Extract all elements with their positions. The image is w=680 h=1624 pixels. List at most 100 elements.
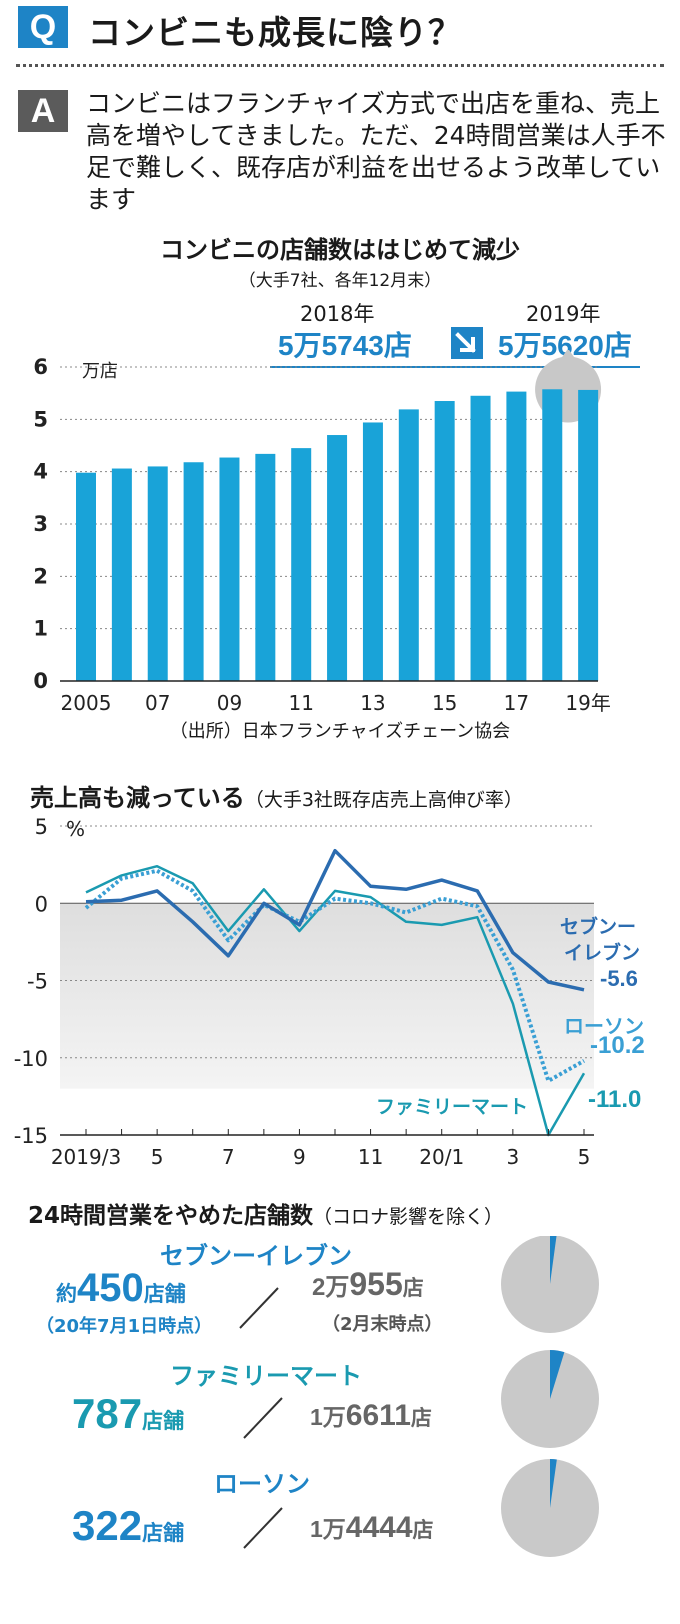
nonstop-pie-charts [501,1236,599,1557]
lawson-total: 1万4444店 [310,1510,434,1545]
y-tick-label: -15 [14,1124,48,1148]
store-y-unit: 万店 [82,361,118,382]
sales-chart-title: 売上高も減っている [30,784,245,812]
pie-slice [550,1350,565,1399]
familymart-total-rest: 6611 [345,1399,411,1432]
bar [434,401,455,681]
y-tick-label: 4 [33,460,48,484]
y-tick-label: -10 [14,1047,48,1071]
store-chart-source: （出所）日本フランチャイズチェーン協会 [169,721,511,742]
callout-2019-year: 2019年 [526,302,601,326]
x-tick-label: 13 [360,691,385,715]
x-tick-label: 5 [578,1145,591,1169]
nonstop-subtitle: （コロナ影響を除く） [313,1206,504,1228]
y-tick-label: 1 [33,617,48,641]
nonstop-heading: 24時間営業をやめた店舗数（コロナ影響を除く） [28,1196,503,1230]
bar [327,435,348,681]
lawson-count-value: 322 [72,1502,143,1549]
series-line [84,868,585,1083]
y-tick-label: 5 [35,815,48,839]
y-tick-label: 0 [35,892,48,916]
x-tick-label: 2019/3 [51,1145,121,1169]
bar [398,409,419,681]
seven-eleven-total-note: （2月末時点） [322,1314,443,1335]
seven-eleven-unit: 店舗 [143,1282,186,1306]
x-tick-label: 7 [222,1145,235,1169]
question-title: コンビニも成長に陰り？ [88,13,462,52]
sales-chart-heading: 売上高も減っている（大手3社既存店売上高伸び率） [30,778,523,813]
bar [506,391,527,681]
x-tick-label: 9 [293,1145,306,1169]
dotted-divider [16,64,664,67]
value-familymart: -11.0 [588,1086,642,1113]
seven-eleven-count: 約450店舗 [56,1266,186,1311]
familymart-unit: 店舗 [142,1409,185,1433]
y-tick-label: 3 [33,512,48,536]
callout-2018-year: 2018年 [300,302,375,326]
seven-eleven-total-rest: 955 [349,1266,403,1302]
lawson-unit: 店舗 [142,1521,185,1545]
value-lawson: -10.2 [590,1032,645,1059]
bar [183,462,204,681]
x-tick-label: 3 [506,1145,519,1169]
store-chart-subtitle: （大手7社、各年12月末） [238,271,442,291]
store-chart-title: コンビニの店舗数ははじめて減少 [160,236,520,264]
x-tick-label: 07 [145,691,170,715]
y-tick-label: -5 [27,970,48,994]
highlight-pointer [561,350,576,359]
bar [255,453,276,681]
seven-eleven-total-unit: 店 [402,1277,424,1300]
down-arrow-icon [451,327,483,359]
store-count-bar-chart: 万店 0 1 2 3 4 5 6 2005 07 09 11 13 15 17 19年 [33,350,611,715]
familymart-count-value: 787 [72,1390,143,1437]
x-tick-label: 5 [151,1145,164,1169]
x-tick-label: 09 [217,691,242,715]
lawson-total-unit: 店 [412,1519,434,1542]
y-tick-label: 2 [33,564,48,588]
y-tick-label: 0 [33,669,48,693]
series-line [85,864,586,1137]
pie-base [501,1236,599,1333]
bar [362,422,383,681]
y-tick-label: 6 [33,355,48,379]
bar [111,468,132,681]
familymart-total: 1万6611店 [310,1398,432,1433]
value-seven-eleven: -5.6 [600,966,638,991]
seven-eleven-total-man: 2万 [312,1274,350,1301]
familymart-total-man: 1万 [310,1404,346,1430]
divider-slash [243,1397,283,1439]
series-line [85,848,585,992]
negative-shade [60,903,594,1089]
x-tick-label: 17 [504,691,529,715]
divider-slash [243,1507,283,1549]
sales-y-unit: % [66,817,85,841]
answer-badge: A [18,90,68,132]
seven-eleven-total: 2万955店 [312,1266,424,1303]
lawson-total-man: 1万 [310,1516,346,1542]
label-familymart: ファミリーマート [376,1096,529,1118]
divider-slash [239,1287,279,1329]
x-tick-label: 15 [432,691,457,715]
nonstop-title: 24時間営業をやめた店舗数 [28,1203,314,1229]
familymart-total-unit: 店 [410,1407,432,1430]
label-seven-line1: セブンー [560,916,637,938]
x-tick-label: 20/1 [419,1145,464,1169]
sales-chart-subtitle: （大手3社既存店売上高伸び率） [244,789,523,811]
lawson-total-rest: 4444 [345,1511,413,1544]
answer-text: コンビニはフランチャイズ方式で出店を重ね、売上高を増やしてきました。ただ、24時… [86,89,666,214]
seven-eleven-name: セブンーイレブン [160,1242,352,1270]
bar [219,457,240,681]
bar [470,395,491,681]
bar [291,448,312,681]
y-tick-label: 5 [33,407,48,431]
x-tick-label: 11 [288,691,313,715]
bar [76,472,96,681]
bar [147,466,168,681]
pie-slice [550,1459,557,1508]
label-seven-line2: イレブン [564,942,641,964]
bar [578,389,599,681]
callout-2018-value: 5万5743店 [278,330,412,361]
x-tick-label: 11 [358,1145,383,1169]
familymart-name: ファミリーマート [170,1362,362,1390]
label-lawson: ローソン [564,1014,644,1038]
